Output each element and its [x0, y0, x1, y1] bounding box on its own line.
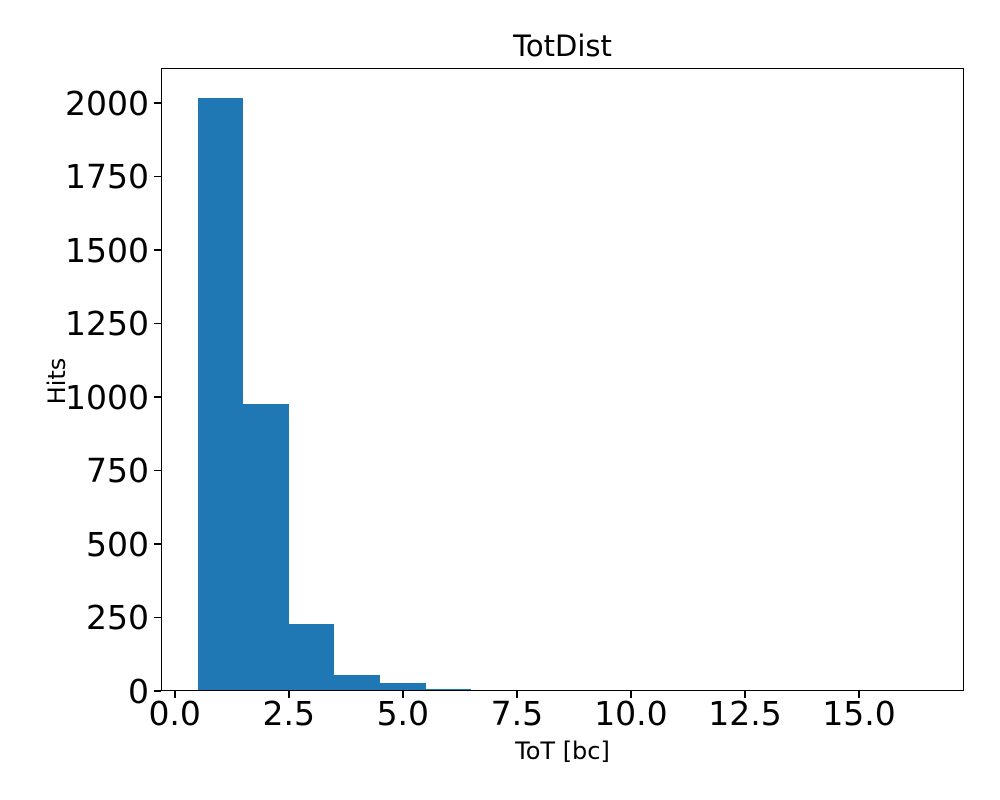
y-tick-label: 0: [128, 672, 149, 711]
x-tick-label: 7.5: [490, 694, 544, 733]
y-tick-label: 1500: [65, 230, 149, 270]
histogram-bar: [243, 404, 289, 691]
y-tick-label: 250: [86, 598, 149, 638]
x-tick-mark: [287, 691, 290, 698]
chart-title: TotDist: [513, 29, 612, 63]
y-tick-mark: [154, 690, 161, 692]
y-axis-label: Hits: [43, 357, 71, 405]
y-tick-mark: [154, 322, 161, 325]
histogram-bar: [288, 624, 335, 691]
histogram-bar: [380, 683, 426, 691]
y-tick-label: 1250: [65, 304, 149, 344]
x-tick-mark: [630, 691, 632, 698]
y-tick-label: 1750: [65, 157, 149, 197]
x-tick-mark: [401, 691, 404, 698]
y-tick-mark: [154, 249, 161, 251]
y-tick-label: 2000: [65, 83, 149, 123]
x-tick-label: 2.5: [262, 694, 315, 733]
y-tick-mark: [154, 396, 161, 398]
x-tick-label: 15.0: [822, 694, 896, 733]
y-tick-mark: [154, 543, 161, 545]
plot-area: [161, 68, 964, 691]
y-tick-label: 1000: [65, 377, 149, 417]
y-tick-mark: [154, 469, 161, 472]
x-tick-label: 10.0: [594, 694, 668, 733]
y-tick-mark: [154, 175, 161, 178]
histogram-bar: [334, 674, 380, 691]
x-axis-label: ToT [bc]: [515, 737, 610, 765]
x-tick-mark: [858, 691, 860, 698]
histogram-bar: [197, 97, 244, 691]
y-tick-mark: [154, 616, 161, 619]
x-tick-label: 5.0: [376, 694, 430, 733]
x-tick-label: 0.0: [148, 694, 201, 733]
histogram-bar: [425, 688, 472, 691]
x-tick-mark: [744, 691, 746, 698]
x-tick-mark: [173, 691, 176, 698]
y-tick-mark: [154, 102, 161, 104]
x-tick-mark: [515, 691, 518, 698]
x-tick-label: 12.5: [708, 694, 782, 733]
y-tick-label: 750: [86, 451, 149, 491]
y-tick-label: 500: [86, 524, 149, 564]
